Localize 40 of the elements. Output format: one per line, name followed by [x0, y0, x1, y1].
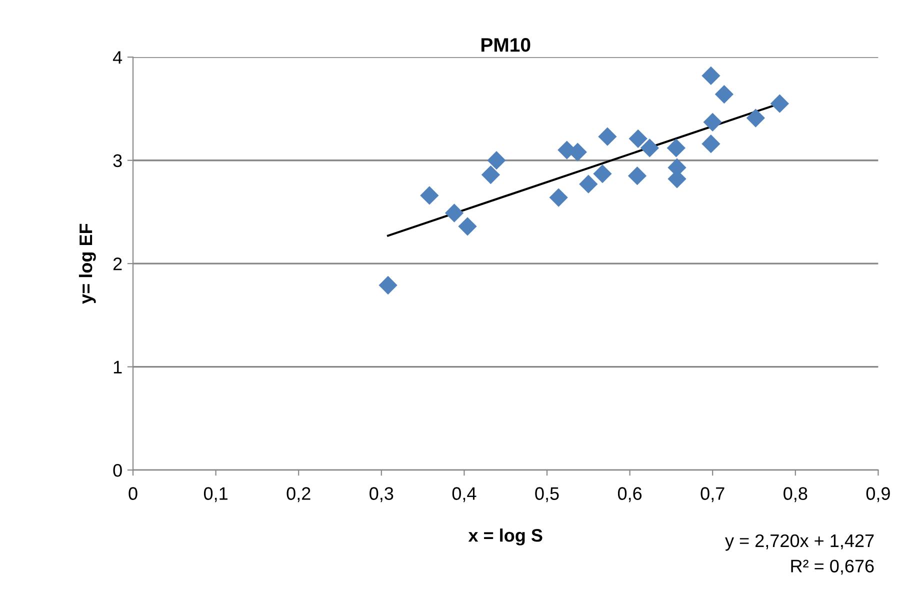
point — [666, 138, 686, 158]
x-tick-label: 0,5 — [535, 487, 559, 502]
point — [579, 174, 598, 194]
text: y = 2,720x + 1,427 — [725, 534, 874, 551]
point — [598, 127, 617, 146]
point — [702, 66, 720, 86]
x-tick-label: 0,8 — [784, 487, 808, 502]
y-tick-label: 1 — [114, 360, 122, 374]
point — [770, 94, 789, 113]
point — [702, 134, 720, 154]
point — [481, 165, 500, 184]
x-tick-label: 0,6 — [618, 487, 642, 502]
chart-title: PM10 — [482, 38, 530, 52]
y-tick-label: 0 — [113, 464, 122, 477]
point — [444, 204, 464, 222]
point — [640, 138, 659, 158]
y-axis-title: y= log EF — [78, 224, 96, 304]
point — [593, 164, 612, 184]
x-tick-label: 0,3 — [370, 487, 394, 502]
x-tick-label: 0,2 — [286, 487, 310, 502]
text: R² = 0,676 — [791, 560, 874, 575]
point — [420, 186, 439, 205]
y-tick-label: 4 — [112, 51, 122, 64]
point — [549, 188, 568, 207]
point — [628, 129, 648, 148]
x-tick-label: 0,7 — [700, 487, 724, 502]
point — [378, 276, 398, 295]
point — [487, 151, 506, 170]
x-tick-label: 0,1 — [204, 487, 228, 502]
point — [458, 217, 477, 236]
point — [703, 112, 722, 132]
x-tick-label: 0 — [128, 487, 138, 500]
point — [714, 84, 734, 104]
y-tick-label: 2 — [113, 258, 122, 270]
y-tick-label: 3 — [113, 154, 122, 168]
point — [628, 166, 647, 186]
point — [746, 108, 765, 128]
x-tick-label: 0,9 — [866, 487, 890, 502]
x-tick-label: 0,4 — [452, 487, 476, 502]
x-axis-title: x = log S — [468, 528, 542, 546]
